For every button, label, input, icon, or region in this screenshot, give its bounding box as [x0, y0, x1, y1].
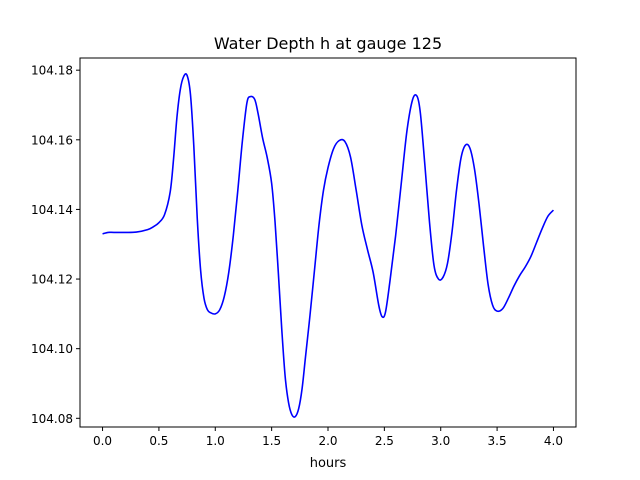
x-tick-label: 3.5: [488, 434, 507, 448]
y-tick-label: 104.18: [31, 64, 73, 78]
y-tick-label: 104.12: [31, 273, 73, 287]
x-tick-label: 1.0: [206, 434, 225, 448]
y-tick-label: 104.08: [31, 412, 73, 426]
x-tick-label: 3.0: [431, 434, 450, 448]
x-tick-label: 4.0: [544, 434, 563, 448]
x-tick-label: 2.5: [375, 434, 394, 448]
x-tick-label: 0.5: [149, 434, 168, 448]
x-axis-ticks: 0.0 0.5 1.0 1.5 2.0 2.5 3.0 3.5 4.0: [93, 427, 563, 448]
series-line-0: [102, 73, 555, 418]
y-tick-label: 104.10: [31, 342, 73, 356]
plot-frame: [79, 57, 577, 428]
chart-title: Water Depth h at gauge 125: [214, 34, 442, 53]
plot-series-group: [102, 73, 555, 418]
x-tick-label: 1.5: [262, 434, 281, 448]
y-tick-label: 104.14: [31, 203, 73, 217]
x-tick-label: 0.0: [93, 434, 112, 448]
y-tick-label: 104.16: [31, 133, 73, 147]
y-axis-ticks: 104.08 104.10 104.12 104.14 104.16 104.18: [31, 64, 80, 426]
x-axis-label: hours: [310, 456, 347, 471]
x-tick-label: 2.0: [318, 434, 337, 448]
